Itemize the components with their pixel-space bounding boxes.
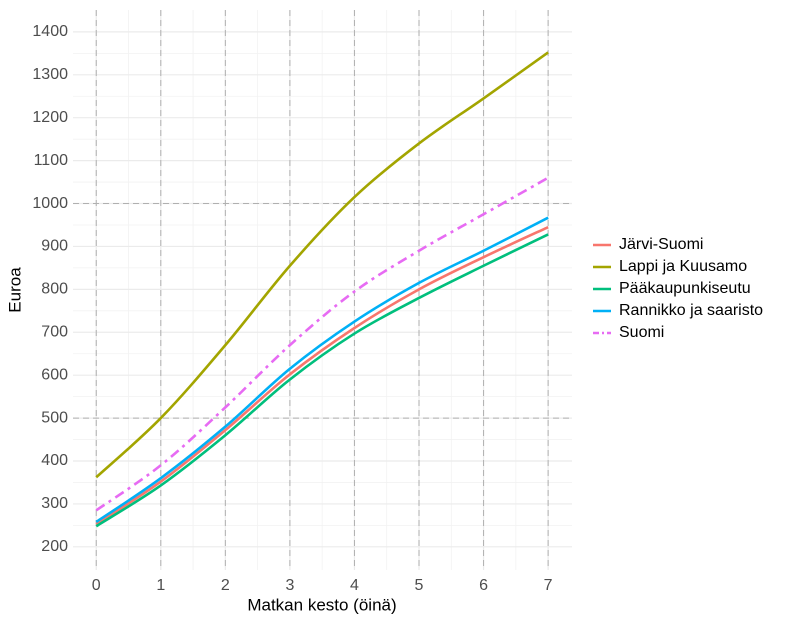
y-tick-label: 900 bbox=[41, 238, 68, 255]
y-tick-label: 400 bbox=[41, 452, 68, 469]
x-tick-label: 3 bbox=[285, 577, 294, 594]
y-tick-label: 200 bbox=[41, 538, 68, 555]
legend-label: Lappi ja Kuusamo bbox=[619, 258, 747, 275]
y-tick-label: 1400 bbox=[32, 23, 68, 40]
line bbox=[95, 51, 549, 479]
y-tick-label: 1200 bbox=[32, 109, 68, 126]
x-tick-label: 7 bbox=[544, 577, 553, 594]
y-tick-label: 500 bbox=[41, 409, 68, 426]
legend-label: Suomi bbox=[619, 324, 664, 341]
x-tick-label: 0 bbox=[92, 577, 101, 594]
x-tick-label: 5 bbox=[415, 577, 424, 594]
y-tick-label: 700 bbox=[41, 323, 68, 340]
line bbox=[95, 216, 549, 524]
y-tick-label: 800 bbox=[41, 281, 68, 298]
x-tick-label: 6 bbox=[479, 577, 488, 594]
legend-label: Pääkaupunkiseutu bbox=[619, 280, 751, 297]
legend-label: Järvi-Suomi bbox=[619, 236, 703, 253]
legend-label: Rannikko ja saaristo bbox=[619, 302, 763, 319]
y-tick-label: 600 bbox=[41, 366, 68, 383]
y-tick-label: 1300 bbox=[32, 66, 68, 83]
y-axis-title: Euroa bbox=[5, 267, 24, 313]
line bbox=[95, 233, 549, 528]
y-tick-label: 300 bbox=[41, 495, 68, 512]
line bbox=[95, 225, 549, 526]
x-tick-label: 1 bbox=[156, 577, 165, 594]
x-tick-label: 2 bbox=[221, 577, 230, 594]
y-tick-label: 1000 bbox=[32, 195, 68, 212]
x-tick-label: 4 bbox=[350, 577, 359, 594]
y-tick-label: 1100 bbox=[34, 152, 69, 169]
x-axis-title: Matkan kesto (öinä) bbox=[247, 595, 396, 614]
